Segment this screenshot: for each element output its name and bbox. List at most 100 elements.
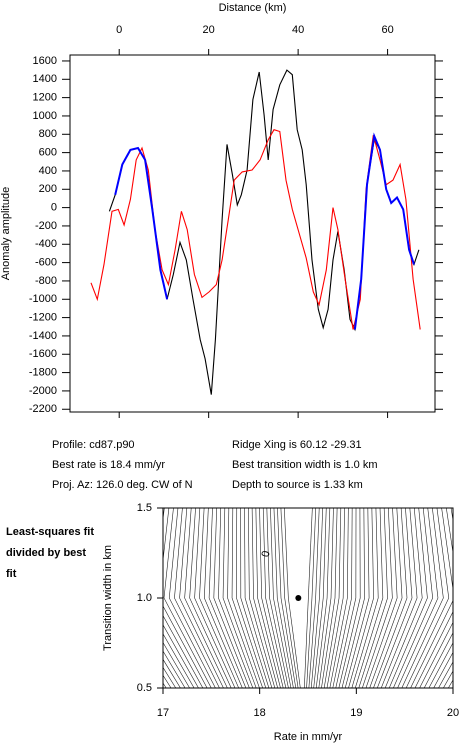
y-tick-label: -1400 (29, 330, 57, 342)
contour-line (213, 508, 250, 688)
contour-line (341, 508, 365, 688)
x-tick-label: 18 (254, 707, 266, 719)
annotation: Profile: cd87.p90 (52, 439, 135, 451)
contour-line (410, 508, 453, 688)
contour-title: Least-squares fit divided by best fit (6, 526, 95, 580)
contour-line (163, 650, 186, 688)
annotation: Depth to source is 1.33 km (232, 479, 363, 491)
contour-line (184, 508, 228, 688)
contour-line (244, 508, 273, 688)
contour-line (208, 508, 247, 688)
contour-line (344, 508, 370, 688)
contour-line (377, 508, 413, 688)
contour-line (310, 508, 324, 688)
contour-line (227, 508, 260, 688)
contour-line (255, 508, 281, 688)
contour-line (369, 508, 403, 688)
contour-line (326, 508, 345, 688)
contour-line (323, 508, 342, 688)
contour-line (163, 658, 181, 688)
plot-area (90, 69, 421, 395)
x-tick-label: 20 (447, 707, 459, 719)
y-tick-label: 1200 (33, 92, 57, 104)
y-tick-label: -2200 (29, 403, 57, 415)
contour-line (280, 508, 299, 688)
plot-frame (69, 54, 436, 413)
contour-field (163, 508, 467, 688)
y-tick-label: 800 (39, 128, 57, 140)
x-tick-label: 19 (350, 707, 362, 719)
contour-line (163, 508, 212, 688)
best-fit-marker (295, 595, 302, 601)
contour-line (373, 508, 408, 688)
x-tick-label: 20 (203, 24, 215, 36)
contour-line (163, 508, 204, 688)
y-tick-label: 200 (39, 183, 57, 195)
contour-line (458, 508, 467, 688)
x-axis-label: Distance (km) (219, 2, 287, 14)
contour-line (388, 508, 428, 688)
y-tick-label: 0 (51, 202, 57, 214)
y-tick-label: -1200 (29, 312, 57, 324)
contour-line (218, 508, 254, 688)
contour-line (335, 508, 357, 688)
y-tick-label: -2000 (29, 385, 57, 397)
x-tick-label: 40 (292, 24, 304, 36)
y-tick-label: -200 (35, 220, 57, 232)
y-tick-label: -1000 (29, 293, 57, 305)
contour-line (240, 508, 270, 688)
contour-line (189, 508, 232, 688)
y-tick-label: 400 (39, 165, 57, 177)
contour-line (348, 508, 374, 688)
annotation: Best transition width is 1.0 km (232, 459, 378, 471)
y-tick-label: -1600 (29, 348, 57, 360)
contour-line (362, 508, 393, 688)
y-axis-label: Anomaly amplitude (0, 187, 12, 281)
contour-line (419, 508, 453, 688)
contour-line (248, 508, 276, 688)
x-tick-label: 60 (381, 24, 393, 36)
contour-line (277, 508, 297, 688)
contour-line (321, 508, 338, 688)
y-tick-label: -800 (35, 275, 57, 287)
contour-line (397, 508, 439, 688)
contour-line (433, 651, 453, 688)
contour-line (259, 508, 284, 688)
contour-line (251, 508, 278, 688)
contour-line (338, 508, 361, 688)
contour-line (204, 508, 243, 688)
contour-line (315, 508, 331, 688)
y-tick-label: 1400 (33, 73, 57, 85)
contour-line (174, 508, 220, 688)
contour-line (405, 508, 450, 688)
contour-line (168, 508, 216, 688)
contour-line (428, 642, 453, 688)
contour-line (354, 508, 384, 688)
contour-line (464, 508, 467, 688)
contour-line (329, 508, 349, 688)
contour-line (236, 508, 267, 688)
contour-line (179, 508, 224, 688)
y-tick-label: -1800 (29, 366, 57, 378)
contour-line (262, 508, 287, 688)
contour-line (384, 508, 423, 688)
contour-line (414, 508, 453, 688)
contour-line (163, 633, 195, 688)
contour-line (199, 508, 239, 688)
y-tick-label: 1600 (33, 55, 57, 67)
contour-line (273, 508, 294, 688)
x-axis-label: Rate in mm/yr (274, 731, 343, 743)
y-tick-label: 1000 (33, 110, 57, 122)
y-tick-label: 1.0 (137, 592, 152, 604)
contour-line (453, 508, 467, 688)
contour-line (266, 508, 289, 688)
contour-line (401, 508, 444, 688)
contour-line (231, 508, 263, 688)
y-tick-label: -400 (35, 238, 57, 250)
contour-label: 0 (260, 550, 273, 558)
y-tick-label: -600 (35, 257, 57, 269)
contour-line (380, 508, 418, 688)
contour-line (443, 670, 453, 688)
